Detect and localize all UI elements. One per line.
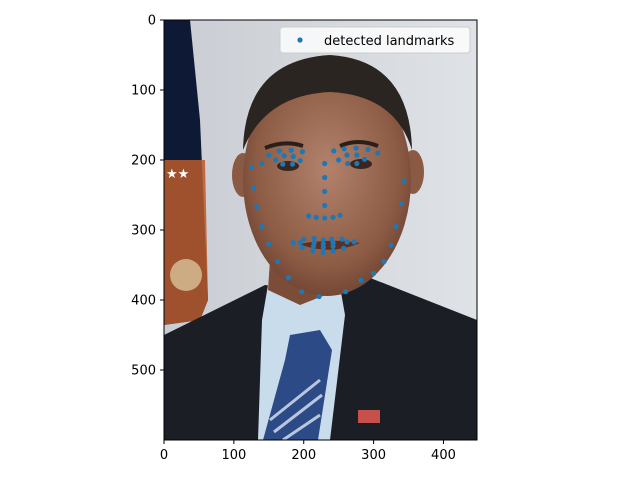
landmark-point: [285, 275, 291, 281]
legend: detected landmarks: [279, 26, 471, 54]
landmark-point: [336, 157, 342, 163]
landmark-point: [365, 146, 371, 153]
legend-marker: [297, 37, 303, 43]
landmark-point: [330, 214, 336, 220]
landmark-point: [310, 248, 316, 254]
landmark-point: [276, 148, 282, 154]
landmark-point: [313, 214, 319, 220]
landmark-point: [330, 248, 336, 254]
landmark-point: [320, 244, 326, 251]
legend-label: detected landmarks: [324, 34, 455, 49]
y-tick-label: 400: [131, 294, 156, 309]
landmark-point: [320, 237, 326, 243]
landmark-point: [266, 152, 272, 158]
landmark-point: [281, 153, 287, 159]
landmark-point: [290, 240, 296, 246]
y-tick-label: 100: [131, 84, 156, 99]
landmark-point: [322, 160, 328, 167]
landmark-point: [351, 239, 357, 245]
landmark-point: [266, 241, 272, 247]
portrait-image: ★★: [164, 20, 477, 440]
landmark-point: [299, 289, 305, 295]
landmark-point: [259, 223, 265, 230]
landmark-point: [381, 258, 387, 265]
landmark-point: [275, 258, 281, 265]
axis-ticks: 0 100 200 300 400 0 100 200 300 400 500: [131, 14, 456, 464]
landmark-point: [299, 149, 305, 155]
landmark-point: [316, 293, 322, 300]
landmark-point: [375, 150, 381, 156]
landmark-point: [343, 289, 349, 295]
landmark-point: [358, 277, 364, 283]
landmark-point: [273, 157, 279, 163]
landmark-point: [320, 249, 326, 255]
landmark-point: [340, 245, 347, 251]
landmark-point: [393, 223, 399, 230]
landmark-point: [361, 156, 368, 162]
x-tick-label: 400: [431, 448, 456, 463]
y-tick-label: 500: [131, 364, 156, 379]
landmark-point: [322, 174, 328, 181]
y-tick-label: 300: [131, 224, 156, 239]
landmark-point: [337, 212, 343, 218]
landmark-point: [289, 161, 296, 167]
landmark-point: [339, 236, 345, 242]
landmark-point: [354, 160, 360, 167]
landmark-point: [254, 204, 260, 210]
y-tick-label: 0: [148, 14, 156, 29]
landmark-point: [288, 147, 294, 153]
landmark-point: [344, 239, 350, 245]
landmark-point: [311, 235, 317, 241]
landmark-point: [280, 161, 286, 167]
landmark-point: [401, 178, 407, 184]
landmark-point: [354, 152, 360, 158]
x-tick-label: 200: [291, 448, 316, 463]
landmark-point: [322, 202, 328, 209]
legend-box: [279, 26, 471, 54]
landmark-point: [370, 270, 377, 276]
landmark-point: [310, 243, 317, 249]
landmark-point: [344, 152, 350, 158]
y-tick-label: 200: [131, 154, 156, 169]
landmark-point: [248, 164, 254, 170]
x-tick-label: 300: [361, 448, 386, 463]
landmark-point: [398, 200, 405, 206]
landmark-point: [259, 160, 265, 167]
landmark-point: [322, 188, 328, 195]
landmark-point: [301, 236, 307, 242]
svg-text:★★: ★★: [166, 167, 189, 182]
landmark-point: [330, 243, 336, 249]
landmark-point: [299, 244, 305, 251]
landmark-point: [341, 146, 347, 152]
landmark-point: [306, 213, 312, 219]
landmark-point: [353, 145, 359, 151]
landmark-point: [322, 215, 328, 221]
landmark-point: [297, 240, 303, 246]
x-tick-label: 0: [160, 448, 168, 463]
landmark-point: [331, 148, 337, 154]
x-tick-label: 100: [221, 448, 246, 463]
landmark-point: [290, 153, 296, 160]
landmark-point: [388, 242, 394, 248]
landmark-point: [345, 160, 351, 167]
landmark-points: [248, 145, 407, 300]
landmark-point: [297, 158, 303, 164]
landmark-point: [250, 185, 257, 191]
